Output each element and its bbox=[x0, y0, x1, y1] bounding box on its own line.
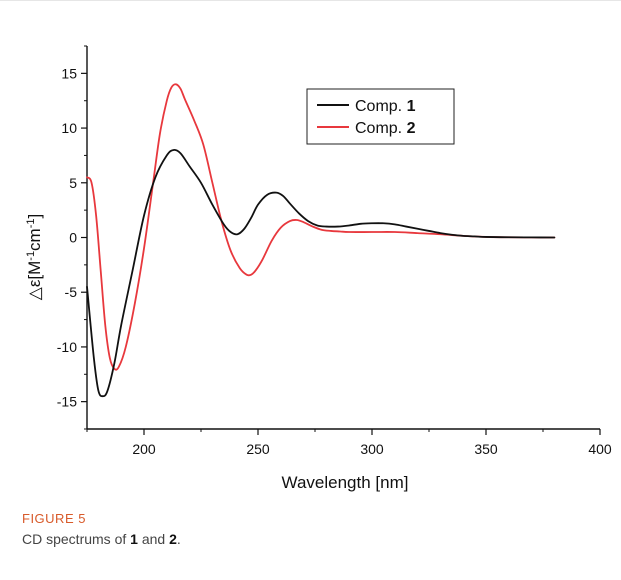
legend-label-comp-2: Comp. 2 bbox=[355, 120, 416, 137]
chart-legend: Comp. 1 Comp. 2 bbox=[306, 88, 455, 145]
chart-series-layer bbox=[86, 83, 556, 398]
x-tick-label: 350 bbox=[474, 441, 498, 457]
caption-ref-1: 1 bbox=[130, 531, 138, 547]
x-tick-label: 300 bbox=[360, 441, 384, 457]
legend-box bbox=[306, 88, 455, 145]
y-tick-label: -10 bbox=[57, 339, 77, 355]
series-line-comp-1 bbox=[86, 148, 556, 398]
caption-text-prefix: CD spectrums of bbox=[22, 531, 131, 547]
caption-ref-2: 2 bbox=[169, 531, 177, 547]
series-line-comp-2 bbox=[86, 83, 556, 371]
caption-text-end: . bbox=[176, 531, 181, 547]
x-tick-label: 250 bbox=[246, 441, 270, 457]
legend-label-comp-1: Comp. 1 bbox=[355, 98, 416, 115]
figure-caption: FIGURE 5 CD spectrums of 1 and 2. bbox=[22, 511, 602, 547]
x-axis-title: Wavelength [nm] bbox=[282, 473, 409, 492]
caption-text-mid: and bbox=[137, 531, 170, 547]
y-tick-label: 10 bbox=[61, 120, 77, 136]
y-tick-label: 5 bbox=[69, 175, 77, 191]
y-tick-label: -15 bbox=[57, 394, 77, 410]
y-tick-label: 15 bbox=[61, 65, 77, 81]
chart-axes: -15 -10 -5 0 5 10 15 200 250 300 350 400 bbox=[57, 45, 612, 457]
x-tick-label: 400 bbox=[588, 441, 612, 457]
figure-label: FIGURE 5 bbox=[22, 511, 86, 526]
y-tick-label: -5 bbox=[65, 284, 78, 300]
y-tick-label: 0 bbox=[69, 230, 77, 246]
figure-caption-text: CD spectrums of 1 and 2. bbox=[22, 531, 602, 547]
y-axis-title: △ε[M-1cm-1] bbox=[25, 214, 44, 301]
x-tick-label: 200 bbox=[132, 441, 156, 457]
